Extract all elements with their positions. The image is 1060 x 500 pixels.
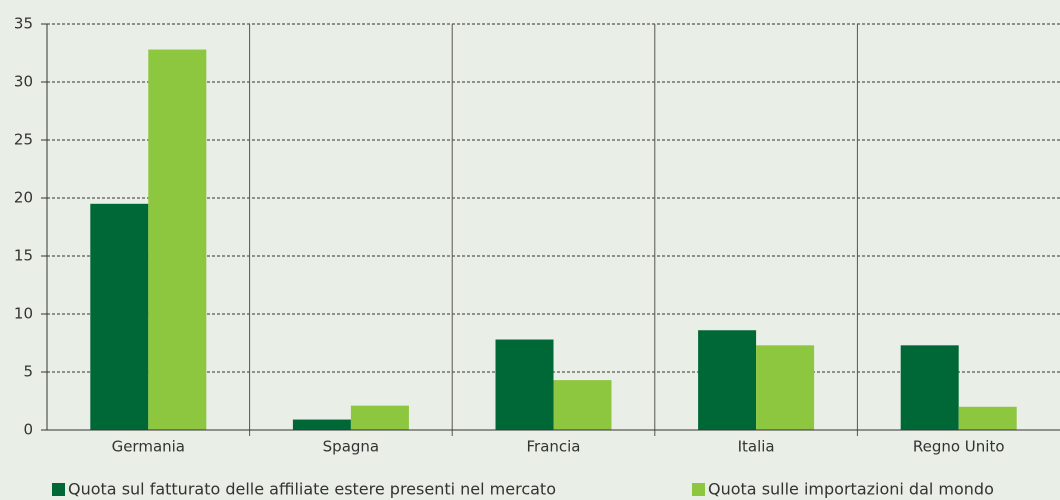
x-tick-label: Francia xyxy=(526,438,580,456)
bar xyxy=(553,380,612,430)
bar xyxy=(756,345,815,430)
x-tick-label: Italia xyxy=(738,438,775,456)
legend-label: Quota sul fatturato delle affiliate este… xyxy=(68,480,556,499)
y-tick-label: 10 xyxy=(14,305,33,323)
y-tick-label: 5 xyxy=(23,363,33,381)
bar xyxy=(495,339,554,430)
y-tick-label: 30 xyxy=(14,73,33,91)
y-tick-label: 35 xyxy=(14,15,33,33)
x-tick-label: Germania xyxy=(112,438,185,456)
x-tick-label: Spagna xyxy=(323,438,379,456)
y-tick-label: 0 xyxy=(23,421,33,439)
bar xyxy=(900,345,959,430)
bar xyxy=(148,49,207,431)
bar xyxy=(958,406,1017,430)
bar xyxy=(90,203,149,430)
x-tick-label: Regno Unito xyxy=(913,438,1005,456)
bar xyxy=(698,330,757,430)
legend-label: Quota sulle importazioni dal mondo xyxy=(708,480,994,499)
legend-swatch xyxy=(692,483,705,496)
bar xyxy=(292,419,351,430)
y-tick-label: 20 xyxy=(14,189,33,207)
y-tick-label: 15 xyxy=(14,247,33,265)
y-tick-label: 25 xyxy=(14,131,33,149)
bar xyxy=(350,405,409,430)
legend-swatch xyxy=(52,483,65,496)
